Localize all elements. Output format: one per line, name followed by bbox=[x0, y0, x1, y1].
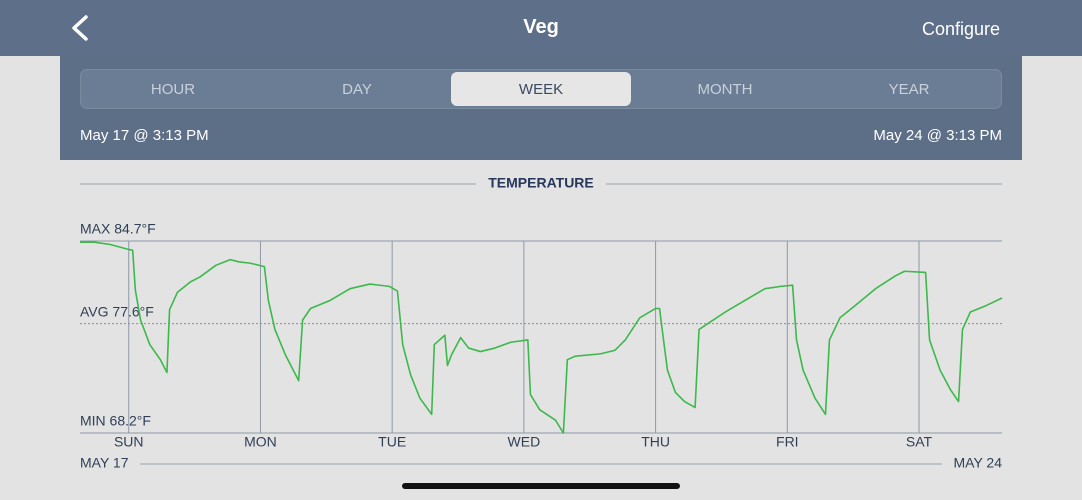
tab-bar: HOUR DAY WEEK MONTH YEAR bbox=[80, 69, 1002, 109]
chart-title: TEMPERATURE bbox=[488, 175, 594, 191]
temperature-line bbox=[80, 241, 1003, 434]
title: Veg bbox=[523, 16, 559, 38]
tab[interactable]: WEEK bbox=[451, 72, 631, 106]
x-tick-label: THU bbox=[641, 434, 670, 450]
tab[interactable]: DAY bbox=[342, 80, 372, 98]
x-tick-label: SAT bbox=[906, 434, 933, 450]
reference-label: AVG 77.6°F bbox=[80, 303, 154, 319]
x-tick-label: WED bbox=[508, 434, 541, 450]
configure-button[interactable]: Configure bbox=[921, 19, 1000, 39]
reference-label: MIN 68.2°F bbox=[80, 413, 151, 429]
home-indicator bbox=[402, 483, 680, 489]
chart: TEMPERATURE MAY 17 MAY 24 SUN MON TUE WED TH… bbox=[80, 175, 1003, 471]
x-tick-label: SUN bbox=[114, 434, 144, 450]
range-panel: HOUR DAY WEEK MONTH YEAR May 17 @ 3:13 PM Ma… bbox=[60, 56, 1022, 160]
tab[interactable]: MONTH bbox=[697, 80, 753, 98]
back-button[interactable] bbox=[68, 14, 92, 42]
tab[interactable]: HOUR bbox=[150, 80, 196, 98]
nav-bar: Veg Configure bbox=[0, 0, 1082, 56]
range-start: May 17 @ 3:13 PM bbox=[80, 127, 209, 144]
reference-label: MAX 84.7°F bbox=[80, 221, 156, 237]
tab[interactable]: YEAR bbox=[888, 80, 930, 98]
x-end-label: MAY 24 bbox=[953, 455, 1002, 471]
x-tick-label: MON bbox=[244, 434, 277, 450]
range-end: May 24 @ 3:13 PM bbox=[873, 127, 1002, 144]
x-tick-label: TUE bbox=[378, 434, 406, 450]
x-tick-label: FRI bbox=[776, 434, 799, 450]
x-start-label: MAY 17 bbox=[80, 455, 129, 471]
